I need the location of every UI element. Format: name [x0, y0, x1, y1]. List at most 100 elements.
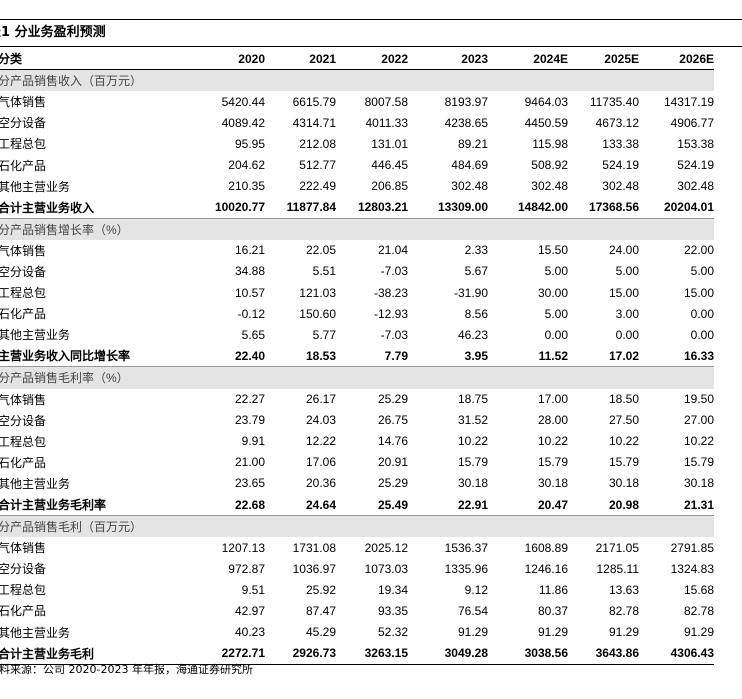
row-label: 空分设备 [0, 562, 47, 577]
cell: 20.36 [305, 476, 336, 491]
header-cell: 2026E [639, 48, 714, 71]
header-cell: 2021 [265, 48, 336, 71]
cell: 4011.33 [365, 115, 409, 130]
row-label: 其他主营业务 [0, 328, 71, 343]
header-cell: 2022 [336, 48, 408, 71]
cell: 1324.83 [670, 561, 714, 576]
cell: 1073.03 [364, 561, 408, 576]
cell: 34.88 [234, 264, 265, 279]
table: 分类 2020 2021 2022 2023 2024E 2025E 2026E 分产品销售收入… [0, 48, 714, 665]
section-heading: 分产品销售增长率（%） [0, 218, 714, 240]
cell: 2926.73 [265, 642, 336, 665]
cell: 22.00 [683, 243, 714, 258]
row-label: 主营业务收入同比增长率 [0, 345, 188, 368]
cell: 3.00 [615, 306, 639, 321]
cell: 45.29 [305, 625, 336, 640]
cell: 1731.08 [292, 540, 336, 555]
cell: 3049.28 [408, 642, 488, 665]
cell: 11877.84 [265, 196, 336, 219]
cell: 1285.11 [596, 561, 640, 576]
cell: 302.48 [602, 179, 639, 194]
data-row: 空分设备 4089.42 4314.71 4011.33 4238.65 4450.59 4… [0, 112, 714, 133]
cell: 302.48 [677, 179, 714, 194]
cell: 23.65 [234, 476, 265, 491]
cell: 2025.12 [364, 540, 408, 555]
cell: -7.03 [380, 264, 408, 279]
cell: -38.23 [373, 285, 408, 300]
cell: 484.69 [451, 158, 488, 173]
cell: 20.47 [488, 493, 568, 517]
cell: 23.79 [234, 413, 265, 428]
cell: 18.53 [265, 345, 336, 368]
cell: 21.04 [377, 243, 408, 258]
data-row: 空分设备 23.79 24.03 26.75 31.52 28.00 27.50 27.00 [0, 410, 714, 431]
section-row: 分产品销售毛利（百万元） [0, 515, 714, 538]
cell: 24.00 [608, 243, 639, 258]
total-row: 合计主营业务毛利率 22.68 24.64 25.49 22.91 20.47 20.98 2… [0, 493, 714, 517]
cell: 18.75 [457, 392, 488, 407]
cell: 222.49 [299, 179, 336, 194]
data-row: 空分设备 34.88 5.51 -7.03 5.67 5.00 5.00 5.00 [0, 261, 714, 282]
data-row: 气体销售 22.27 26.17 25.29 18.75 17.00 18.50 19.50 [0, 389, 714, 410]
data-row: 工程总包 10.57 121.03 -38.23 -31.90 30.00 15.00 15.… [0, 282, 714, 303]
data-row: 其他主营业务 23.65 20.36 25.29 30.18 30.18 30.18 30.1… [0, 473, 714, 494]
cell: 4906.77 [670, 115, 714, 130]
cell: 212.08 [299, 136, 336, 151]
cell: 20204.01 [639, 196, 714, 219]
cell: 28.00 [537, 413, 568, 428]
data-row: 气体销售 16.21 22.05 21.04 2.33 15.50 24.00 22.00 [0, 240, 714, 261]
row-label: 石化产品 [0, 604, 47, 619]
cell: 3643.86 [568, 642, 639, 665]
cell: 95.95 [234, 136, 265, 151]
row-label: 合计主营业务毛利 [0, 642, 188, 665]
cell: 91.29 [537, 625, 568, 640]
cell: 13.63 [608, 582, 639, 597]
cell: 0.00 [544, 327, 568, 342]
section-row: 分产品销售毛利率（%） [0, 366, 714, 389]
data-row: 石化产品 204.62 512.77 446.45 484.69 508.92 524.19… [0, 154, 714, 175]
data-row: 工程总包 95.95 212.08 131.01 89.21 115.98 133.38 15… [0, 133, 714, 154]
cell: 52.32 [377, 625, 408, 640]
cell: 25.29 [377, 392, 408, 407]
cell: 3.95 [408, 345, 488, 368]
total-row: 主营业务收入同比增长率 22.40 18.53 7.79 3.95 11.52 17.02 1… [0, 345, 714, 368]
cell: 25.49 [336, 493, 408, 517]
cell: 17.06 [305, 455, 336, 470]
section-row: 分产品销售收入（百万元） [0, 69, 714, 92]
row-label: 工程总包 [0, 434, 47, 449]
cell: 302.48 [451, 179, 488, 194]
cell: 0.00 [615, 327, 639, 342]
cell: 11.86 [538, 582, 568, 597]
cell: 20.98 [568, 493, 639, 517]
cell: 12.22 [305, 434, 336, 449]
cell: 115.98 [532, 136, 568, 151]
cell: 15.68 [683, 582, 714, 597]
cell: 9.91 [241, 434, 265, 449]
cell: 13309.00 [408, 196, 488, 219]
cell: 82.78 [608, 603, 639, 618]
data-row: 工程总包 9.91 12.22 14.76 10.22 10.22 10.22 10.22 [0, 431, 714, 452]
cell: 3038.56 [488, 642, 568, 665]
cell: 2791.85 [670, 540, 714, 555]
cell: 0.00 [690, 327, 714, 342]
cell: 25.92 [305, 582, 336, 597]
cell: 302.48 [531, 179, 568, 194]
data-row: 气体销售 5420.44 6615.79 8007.58 8193.97 9464.03 1… [0, 91, 714, 112]
cell: -7.03 [380, 327, 408, 342]
cell: 524.19 [602, 158, 639, 173]
cell: 42.97 [234, 603, 265, 618]
cell: 21.00 [234, 455, 265, 470]
row-label: 石化产品 [0, 455, 47, 470]
cell: 10.22 [608, 434, 639, 449]
cell: 4673.12 [595, 115, 639, 130]
cell: 5.51 [312, 264, 336, 279]
cell: 30.18 [457, 476, 488, 491]
cell: 24.64 [265, 493, 336, 517]
header-cell: 分类 [0, 48, 188, 71]
cell: 2171.05 [595, 540, 639, 555]
section-heading: 分产品销售毛利率（%） [0, 366, 714, 389]
cell: 89.21 [457, 136, 488, 151]
row-label: 工程总包 [0, 583, 47, 598]
cell: 15.00 [683, 285, 714, 300]
cell: 26.75 [377, 413, 408, 428]
